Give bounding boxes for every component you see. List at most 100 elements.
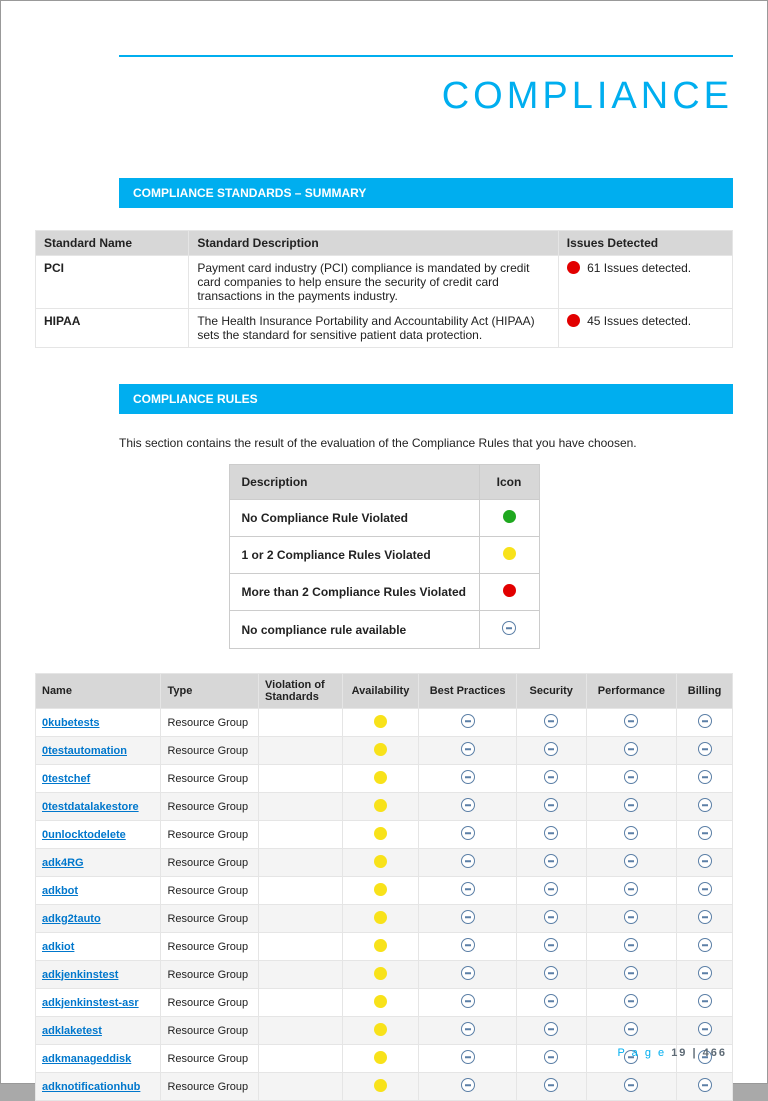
resource-link[interactable]: adknotificationhub [42, 1081, 140, 1093]
section-bar-standards: COMPLIANCE STANDARDS – SUMMARY [119, 178, 733, 208]
legend-col-header: Description [229, 465, 479, 500]
resource-availability [342, 709, 419, 737]
minus-icon [698, 882, 712, 896]
minus-icon [544, 938, 558, 952]
minus-icon [461, 882, 475, 896]
resource-billing [677, 933, 733, 961]
minus-icon [698, 714, 712, 728]
resource-availability [342, 1045, 419, 1073]
resource-violation [259, 821, 343, 849]
resource-performance [586, 933, 677, 961]
legend-desc: No compliance rule available [229, 611, 479, 649]
yellow-dot-icon [374, 883, 387, 896]
minus-icon [544, 966, 558, 980]
resource-link[interactable]: 0kubetests [42, 717, 99, 729]
yellow-dot-icon [374, 743, 387, 756]
issues-text: 61 Issues detected. [584, 261, 691, 275]
resource-billing [677, 961, 733, 989]
resource-link[interactable]: 0testdatalakestore [42, 801, 139, 813]
minus-icon [698, 770, 712, 784]
red-dot-icon [503, 584, 516, 597]
resources-col-header: Best Practices [419, 674, 517, 709]
legend-body: No Compliance Rule Violated1 or 2 Compli… [229, 500, 539, 649]
minus-icon [461, 854, 475, 868]
legend-icon-cell [479, 500, 539, 537]
resource-link[interactable]: adklaketest [42, 1025, 102, 1037]
resource-link[interactable]: adkjenkinstest [42, 969, 118, 981]
resource-availability [342, 989, 419, 1017]
legend-desc: No Compliance Rule Violated [229, 500, 479, 537]
resource-link[interactable]: 0testautomation [42, 745, 127, 757]
yellow-dot-icon [374, 855, 387, 868]
resource-availability [342, 765, 419, 793]
resources-col-header: Violation of Standards [259, 674, 343, 709]
minus-icon [624, 826, 638, 840]
minus-icon [624, 882, 638, 896]
resource-name-cell: adkg2tauto [36, 905, 161, 933]
resource-link[interactable]: 0testchef [42, 773, 90, 785]
yellow-dot-icon [374, 771, 387, 784]
minus-icon [698, 742, 712, 756]
yellow-dot-icon [374, 1023, 387, 1036]
resource-link[interactable]: adkiot [42, 941, 74, 953]
resource-best [419, 933, 517, 961]
minus-icon [461, 910, 475, 924]
resource-security [516, 1017, 586, 1045]
resource-availability [342, 905, 419, 933]
resource-link[interactable]: adkg2tauto [42, 913, 101, 925]
table-row: 0testdatalakestoreResource Group [36, 793, 733, 821]
standard-issues: 45 Issues detected. [558, 309, 732, 348]
resource-name-cell: 0testchef [36, 765, 161, 793]
resource-performance [586, 989, 677, 1017]
resource-link[interactable]: 0unlocktodelete [42, 829, 126, 841]
minus-icon [544, 882, 558, 896]
issues-text: 45 Issues detected. [584, 314, 691, 328]
resource-violation [259, 933, 343, 961]
standards-table: Standard NameStandard DescriptionIssues … [35, 230, 733, 348]
minus-icon [624, 910, 638, 924]
resource-performance [586, 849, 677, 877]
minus-icon [461, 798, 475, 812]
resource-link[interactable]: adkbot [42, 885, 78, 897]
minus-icon [624, 938, 638, 952]
resource-best [419, 709, 517, 737]
resource-best [419, 793, 517, 821]
resource-best [419, 905, 517, 933]
resource-security [516, 849, 586, 877]
resource-billing [677, 1017, 733, 1045]
minus-icon [698, 938, 712, 952]
legend-header-row: DescriptionIcon [229, 465, 539, 500]
table-row: 0unlocktodeleteResource Group [36, 821, 733, 849]
table-row: No Compliance Rule Violated [229, 500, 539, 537]
resource-link[interactable]: adkjenkinstest-asr [42, 997, 139, 1009]
minus-icon [698, 854, 712, 868]
minus-icon [624, 994, 638, 1008]
legend-wrap: DescriptionIcon No Compliance Rule Viola… [35, 464, 733, 649]
standards-col-header: Standard Description [189, 231, 558, 256]
resource-link[interactable]: adkmanageddisk [42, 1053, 131, 1065]
green-dot-icon [503, 510, 516, 523]
table-row: 1 or 2 Compliance Rules Violated [229, 537, 539, 574]
rules-intro-text: This section contains the result of the … [119, 436, 733, 450]
minus-icon [698, 798, 712, 812]
minus-icon [544, 1050, 558, 1064]
resource-violation [259, 905, 343, 933]
resource-type: Resource Group [161, 961, 259, 989]
standards-col-header: Issues Detected [558, 231, 732, 256]
resource-type: Resource Group [161, 905, 259, 933]
minus-icon [461, 826, 475, 840]
yellow-dot-icon [374, 1079, 387, 1092]
resource-performance [586, 1073, 677, 1101]
resource-name-cell: adkbot [36, 877, 161, 905]
resource-availability [342, 933, 419, 961]
legend-icon-cell [479, 611, 539, 649]
resource-link[interactable]: adk4RG [42, 857, 84, 869]
resources-col-header: Type [161, 674, 259, 709]
resource-availability [342, 793, 419, 821]
yellow-dot-icon [374, 995, 387, 1008]
resource-security [516, 1073, 586, 1101]
resource-performance [586, 737, 677, 765]
standard-name: PCI [36, 256, 189, 309]
minus-icon [544, 854, 558, 868]
resource-best [419, 1073, 517, 1101]
